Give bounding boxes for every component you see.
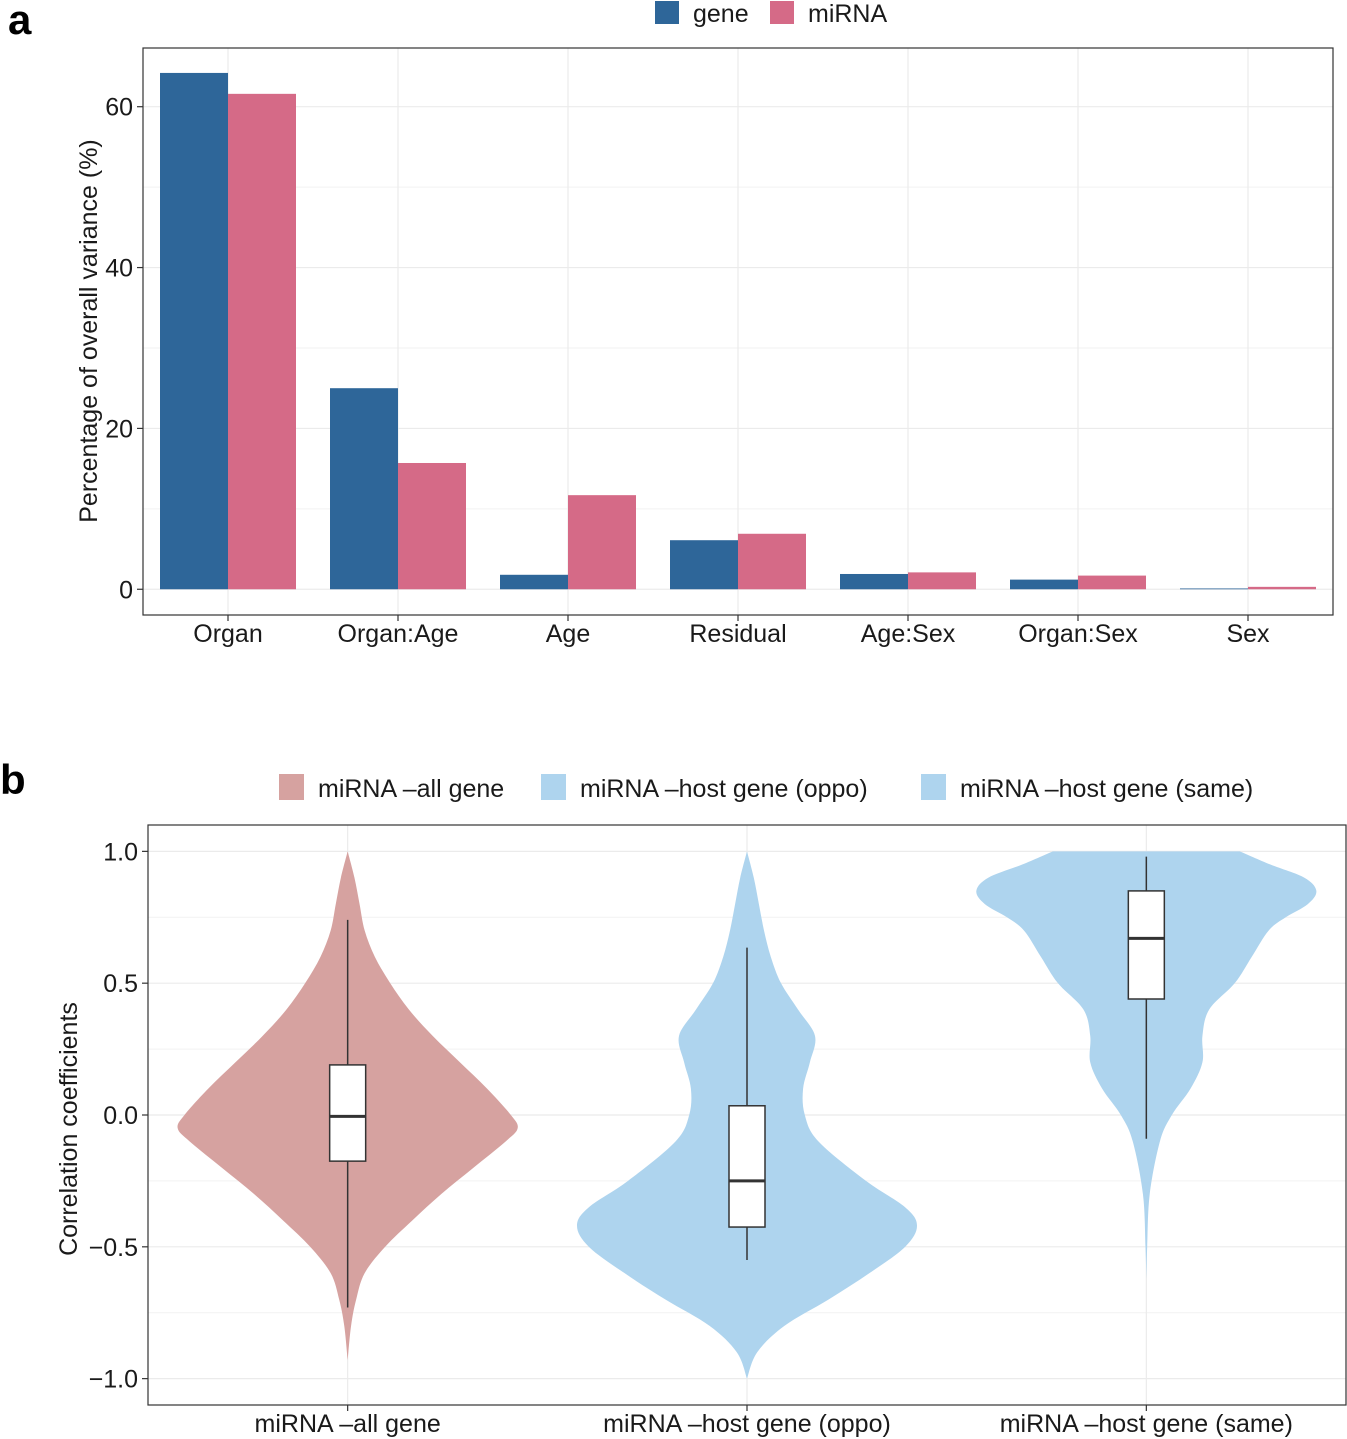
boxplot-box-3 xyxy=(1127,890,1166,1000)
panel-a-bars xyxy=(160,72,1316,590)
panel-a-y-tick-label: 0 xyxy=(119,576,133,604)
panel-b-y-tick-label: −1.0 xyxy=(89,1366,138,1394)
panel-a-x-tick-label: Age xyxy=(546,620,590,648)
bar-gene-residual xyxy=(670,540,738,590)
panel-a-x-tick-label: Sex xyxy=(1226,620,1270,648)
panel-a-letter: a xyxy=(8,0,32,43)
panel-a-x-tick-label: Age:Sex xyxy=(861,620,956,648)
legend-label-3: miRNA –host gene (same) xyxy=(960,775,1253,803)
legend-label-gene: gene xyxy=(693,0,749,28)
legend-label-1: miRNA –all gene xyxy=(318,775,504,803)
legend-swatch-3 xyxy=(921,774,946,800)
panel-a-y-tick-label: 60 xyxy=(105,94,133,122)
bar-mirna-organ-sex xyxy=(1078,575,1146,590)
panel-b-x-tick-label: miRNA –host gene (oppo) xyxy=(603,1410,891,1438)
panel-a-y-axis: 0 20 40 60 xyxy=(105,94,143,604)
legend-label-mirna: miRNA xyxy=(808,0,887,28)
panel-b-y-tick-label: 0.0 xyxy=(103,1102,138,1130)
panel-b-y-tick-label: 0.5 xyxy=(103,970,138,998)
panel-b-y-tick-label: −0.5 xyxy=(89,1234,138,1262)
panel-a-y-tick-label: 20 xyxy=(105,415,133,443)
bar-mirna-sex xyxy=(1248,586,1316,590)
bar-gene-sex xyxy=(1180,588,1248,590)
panel-a-x-tick-label: Organ xyxy=(193,620,262,648)
bar-gene-age xyxy=(500,574,568,590)
bar-mirna-residual xyxy=(738,533,806,590)
panel-b-letter: b xyxy=(0,756,26,803)
bar-gene-organ-sex xyxy=(1010,579,1078,590)
panel-b-x-tick-label: miRNA –host gene (same) xyxy=(1000,1410,1293,1438)
panel-a-legend: gene miRNA xyxy=(655,0,887,28)
panel-a-x-tick-label: Organ:Sex xyxy=(1018,620,1138,648)
bar-mirna-organ-age xyxy=(398,462,466,590)
panel-b-x-axis: miRNA –all gene miRNA –host gene (oppo) mi… xyxy=(255,1405,1293,1438)
legend-label-2: miRNA –host gene (oppo) xyxy=(580,775,868,803)
boxplot-box-1 xyxy=(328,1064,367,1162)
panel-b-legend: miRNA –all gene miRNA –host gene (oppo) mi… xyxy=(279,774,1253,803)
panel-a-y-axis-label: Percentage of overall variance (%) xyxy=(75,139,103,523)
panel-a-y-tick-label: 40 xyxy=(105,255,133,283)
panel-b-y-axis-label: Correlation coefficients xyxy=(55,1002,83,1256)
panel-b-violins xyxy=(177,851,1317,1379)
bar-mirna-organ xyxy=(228,93,296,590)
bar-gene-organ-age xyxy=(330,388,398,590)
legend-swatch-gene xyxy=(655,1,679,24)
panel-b-y-axis: −1.0 −0.5 0.0 0.5 1.0 xyxy=(89,838,148,1394)
panel-b-violin-chart: −1.0−0.50.00.51.0 miRNA –all gene miRNA –… xyxy=(55,774,1347,1438)
panel-a-bar-chart: 0 20 40 60 Organ Organ:Age Age Residual Age:Sex… xyxy=(75,0,1334,648)
panel-b-x-tick-label: miRNA –all gene xyxy=(255,1410,441,1438)
bar-mirna-age xyxy=(568,495,636,590)
boxplot-box-2 xyxy=(728,1105,766,1228)
bar-gene-organ xyxy=(160,72,228,590)
legend-swatch-2 xyxy=(541,774,566,800)
panel-a-x-axis: Organ Organ:Age Age Residual Age:Sex Organ:Se… xyxy=(193,615,1270,648)
bar-gene-age-sex xyxy=(840,573,908,590)
panel-a-x-tick-label: Residual xyxy=(689,620,786,648)
panel-b-y-tick-label: 1.0 xyxy=(103,838,138,866)
legend-swatch-1 xyxy=(279,774,304,800)
panel-a-x-tick-label: Organ:Age xyxy=(338,620,459,648)
legend-swatch-mirna xyxy=(770,1,794,24)
bar-mirna-age-sex xyxy=(908,572,976,590)
